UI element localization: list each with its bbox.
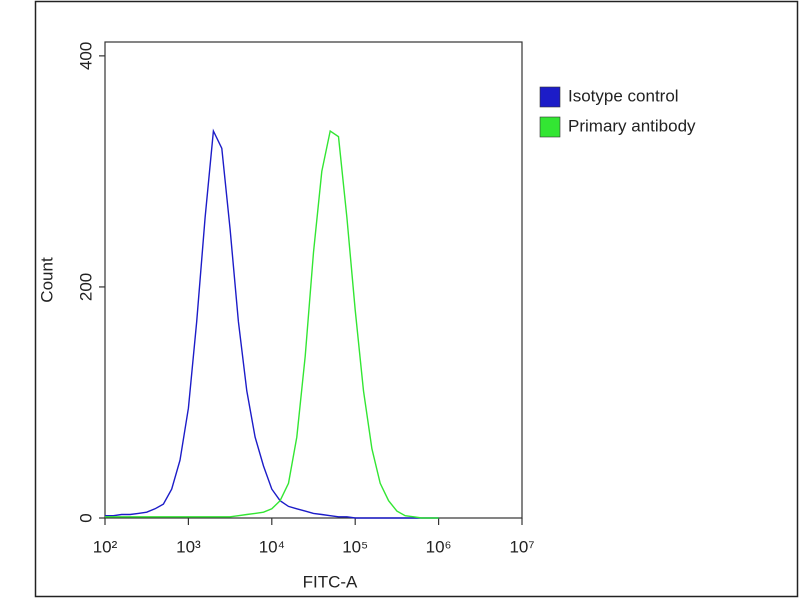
x-axis-label: FITC-A xyxy=(303,572,358,591)
outer-frame xyxy=(34,0,799,598)
y-axis-label: Count xyxy=(37,257,56,303)
y-tick-label: 400 xyxy=(76,42,95,70)
x-tick-label: 10⁷ xyxy=(509,537,534,556)
histogram-line xyxy=(105,129,439,519)
plot-frame xyxy=(104,41,523,519)
x-tick-label: 10⁴ xyxy=(259,537,285,556)
legend-swatch xyxy=(539,86,561,108)
x-tick-label: 10⁵ xyxy=(342,537,368,556)
y-tick-label: 200 xyxy=(76,273,95,301)
y-tick-label: 0 xyxy=(76,513,95,522)
legend-swatch xyxy=(539,116,561,138)
x-tick-label: 10⁶ xyxy=(426,537,452,556)
histogram-line xyxy=(105,128,439,519)
legend-label: Isotype control xyxy=(568,86,679,105)
x-tick-label: 10² xyxy=(93,537,118,556)
x-tick-label: 10³ xyxy=(176,537,201,556)
legend-label: Primary antibody xyxy=(568,116,696,135)
